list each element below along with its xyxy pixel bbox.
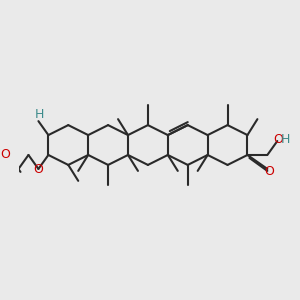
Text: O: O: [1, 148, 10, 161]
Text: H: H: [280, 133, 290, 146]
Text: H: H: [35, 108, 44, 121]
Text: O: O: [264, 165, 274, 178]
Text: O: O: [34, 164, 44, 176]
Text: O: O: [273, 133, 283, 146]
